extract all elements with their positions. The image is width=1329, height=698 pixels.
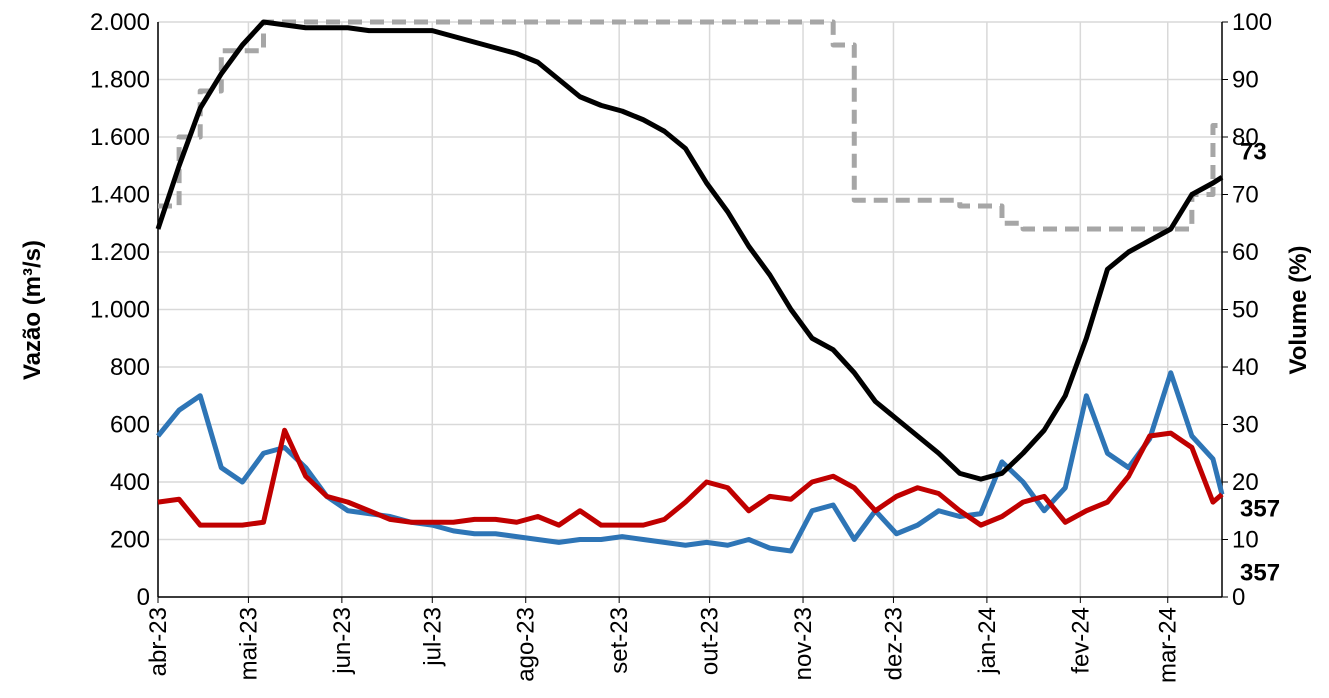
x-tick-label: jan-24 [974,607,1001,675]
y2-tick-label: 60 [1232,239,1259,266]
x-tick-label: out-23 [697,607,724,675]
y-tick-label: 0 [137,584,150,611]
y-tick-label: 200 [110,527,150,554]
y2-tick-label: 40 [1232,354,1259,381]
series-line [157,427,1224,528]
x-tick-label: fev-24 [1067,607,1094,674]
x-tick-label: set-23 [606,607,633,674]
y2-tick-label: 80 [1232,124,1259,151]
x-tick-label: jul-23 [419,607,446,667]
y2-tick-label: 10 [1232,527,1259,554]
x-tick-label: jun-23 [329,607,356,675]
x-tick-label: dez-23 [880,607,907,680]
end-label: 73 [1240,138,1267,165]
y-tick-label: 1.400 [90,182,150,209]
series-line [155,19,1224,482]
y2-axis-title: Volume (%) [1285,246,1312,375]
y2-tick-label: 20 [1232,469,1259,496]
series-line [156,370,1225,554]
y-tick-label: 800 [110,354,150,381]
y-tick-label: 400 [110,469,150,496]
y2-tick-label: 0 [1232,584,1245,611]
y2-tick-label: 30 [1232,412,1259,439]
y-tick-label: 2.000 [90,9,150,36]
y-tick-label: 1.000 [90,297,150,324]
end-label: 357 [1240,559,1280,586]
x-tick-label: mai-23 [235,607,262,680]
y-tick-label: 1.200 [90,239,150,266]
y-tick-label: 1.800 [90,67,150,94]
y2-tick-label: 50 [1232,297,1259,324]
y2-tick-label: 90 [1232,67,1259,94]
y-tick-label: 600 [110,412,150,439]
x-tick-label: mar-24 [1155,607,1182,683]
end-label: 357 [1240,495,1280,522]
y-tick-label: 1.600 [90,124,150,151]
y2-tick-label: 70 [1232,182,1259,209]
x-tick-label: ago-23 [513,607,540,682]
y2-tick-label: 100 [1232,9,1272,36]
x-tick-label: nov-23 [790,607,817,680]
series-line [158,19,1222,232]
x-tick-label: abr-23 [145,607,172,676]
y-axis-title: Vazão (m³/s) [19,240,46,380]
